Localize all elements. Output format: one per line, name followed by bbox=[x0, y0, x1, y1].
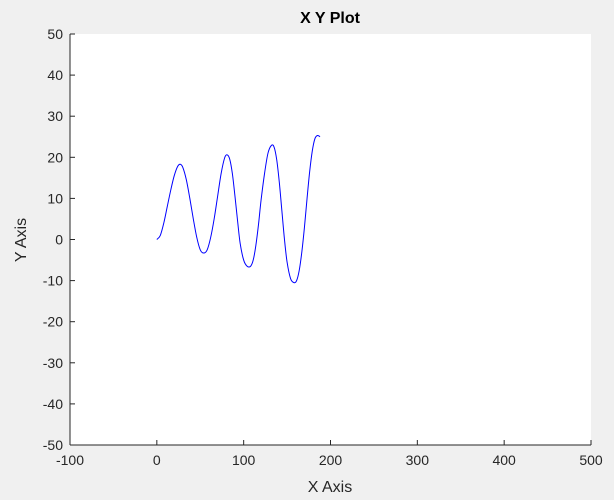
y-tick-label: -50 bbox=[43, 437, 63, 453]
y-tick-label: 10 bbox=[47, 190, 63, 206]
y-tick-label: 40 bbox=[47, 67, 63, 83]
y-tick-label: -30 bbox=[43, 355, 63, 371]
plot-background bbox=[70, 34, 591, 445]
y-tick-label: -10 bbox=[43, 273, 63, 289]
x-tick-label: -100 bbox=[56, 452, 84, 468]
chart-title: X Y Plot bbox=[300, 10, 361, 27]
y-tick-label: 0 bbox=[55, 232, 63, 248]
x-tick-label: 300 bbox=[406, 452, 430, 468]
y-tick-label: 20 bbox=[47, 149, 63, 165]
y-tick-label: -40 bbox=[43, 396, 63, 412]
x-tick-label: 500 bbox=[579, 452, 603, 468]
x-tick-label: 100 bbox=[232, 452, 256, 468]
y-axis-label: Y Axis bbox=[13, 218, 30, 262]
y-tick-label: 30 bbox=[47, 108, 63, 124]
y-tick-label: 50 bbox=[47, 26, 63, 42]
series-line bbox=[156, 134, 321, 284]
y-tick-label: -20 bbox=[43, 314, 63, 330]
x-axis-label: X Axis bbox=[308, 479, 352, 496]
x-tick-label: 200 bbox=[319, 452, 343, 468]
x-tick-label: 400 bbox=[492, 452, 516, 468]
x-tick-label: 0 bbox=[153, 452, 161, 468]
